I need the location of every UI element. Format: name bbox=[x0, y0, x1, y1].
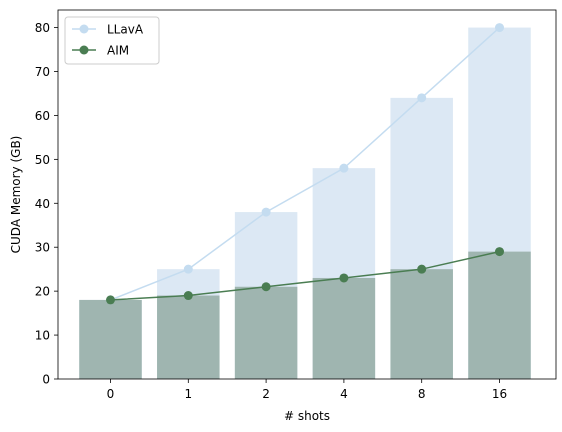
y-tick-label-80: 80 bbox=[35, 21, 50, 35]
legend-marker-aim bbox=[79, 45, 89, 55]
point-aim-2 bbox=[261, 282, 271, 292]
point-llava-4 bbox=[339, 163, 349, 173]
y-tick-label-0: 0 bbox=[42, 373, 50, 387]
point-llava-16 bbox=[495, 23, 504, 33]
lines-layer bbox=[106, 23, 504, 305]
x-axis-label: # shots bbox=[284, 409, 330, 423]
line-aim bbox=[110, 250, 500, 301]
point-aim-16 bbox=[495, 247, 504, 257]
point-llava-8 bbox=[417, 93, 427, 103]
y-axis-label: CUDA Memory (GB) bbox=[9, 136, 23, 254]
x-tick-label-16: 16 bbox=[492, 387, 507, 401]
x-tick-label-0: 0 bbox=[107, 387, 115, 401]
bar-aim-0 bbox=[79, 299, 142, 379]
x-tick-label-8: 8 bbox=[418, 387, 426, 401]
x-tick-label-2: 2 bbox=[262, 387, 270, 401]
y-tick-label-60: 60 bbox=[35, 109, 50, 123]
bar-aim-1 bbox=[157, 295, 220, 379]
y-tick-label-20: 20 bbox=[35, 285, 50, 299]
point-aim-0 bbox=[106, 295, 115, 305]
y-axis: 0 10 20 30 40 50 60 70 80 bbox=[35, 21, 58, 387]
legend-label-llava: LLavA bbox=[107, 23, 144, 37]
x-axis: 0 1 2 4 8 16 bbox=[107, 379, 507, 401]
line-llava bbox=[110, 27, 501, 301]
point-aim-8 bbox=[417, 264, 427, 274]
point-llava-2 bbox=[261, 207, 271, 217]
legend-marker-llava bbox=[79, 24, 89, 34]
bar-aim-8 bbox=[390, 269, 453, 379]
point-aim-1 bbox=[183, 291, 193, 301]
y-tick-label-40: 40 bbox=[35, 197, 50, 211]
point-aim-4 bbox=[339, 273, 349, 283]
x-tick-label-4: 4 bbox=[340, 387, 348, 401]
y-tick-label-50: 50 bbox=[35, 153, 50, 167]
legend-label-aim: AIM bbox=[107, 44, 129, 58]
x-tick-label-1: 1 bbox=[184, 387, 192, 401]
plot-frame bbox=[57, 9, 557, 380]
bar-aim-4 bbox=[312, 277, 376, 379]
bar-aim-2 bbox=[234, 286, 298, 379]
y-tick-label-30: 30 bbox=[35, 241, 50, 255]
y-tick-label-70: 70 bbox=[35, 65, 50, 79]
y-tick-label-10: 10 bbox=[35, 329, 50, 343]
legend: LLavA AIM bbox=[64, 16, 160, 65]
bar-aim-16 bbox=[468, 251, 531, 379]
point-llava-1 bbox=[183, 264, 193, 274]
